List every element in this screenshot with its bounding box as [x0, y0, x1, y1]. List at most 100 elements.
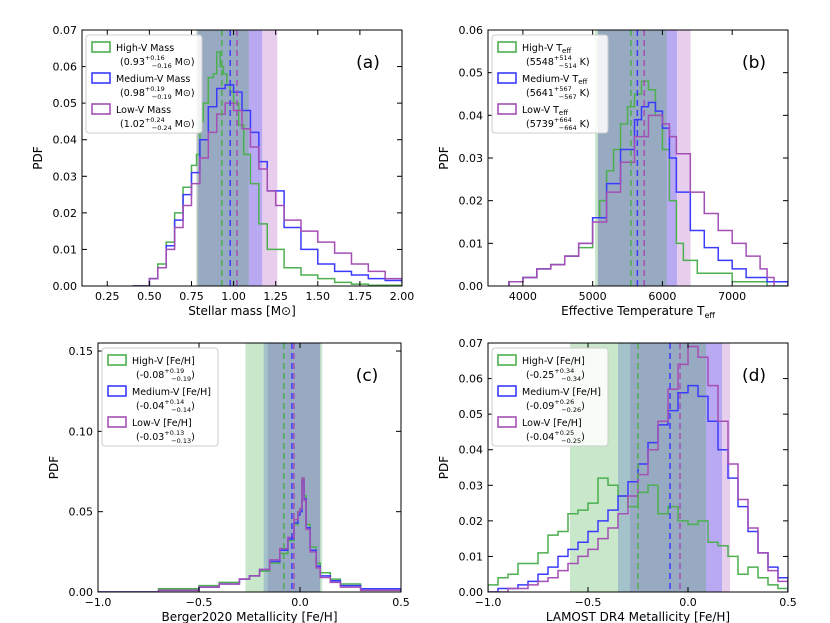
x-tick-label: 7000: [718, 290, 746, 303]
legend-swatch-high: [91, 41, 111, 53]
y-tick-label: 0.15: [69, 345, 94, 358]
legend-label-low: Low-V [Fe/H]: [522, 418, 582, 429]
legend: High-V [Fe/H](-0.08+0.19 −0.19)Medium-V […: [101, 347, 219, 447]
x-tick-label: 0.75: [179, 290, 204, 303]
x-tick-label: 1.75: [348, 290, 373, 303]
x-tick-label: 0.50: [137, 290, 162, 303]
legend-label-high: High-V Mass: [116, 43, 174, 54]
legend-swatch-medium: [497, 385, 517, 397]
x-tick-label: 5000: [579, 290, 607, 303]
panel-1: 4000 5000 6000 7000 0.00 0.01 0.02 0.03 0.04 0.05…: [437, 24, 789, 320]
x-tick-label: 1.50: [306, 290, 331, 303]
legend-label-high: High-V [Fe/H]: [522, 356, 585, 367]
y-axis-label: PDF: [47, 456, 61, 479]
x-tick-label: −1.0: [475, 596, 502, 609]
y-axis-label: PDF: [437, 146, 451, 169]
x-tick-label: −0.5: [186, 596, 213, 609]
legend-box: [101, 347, 219, 447]
y-tick-label: 0.05: [459, 408, 484, 421]
legend-label-medium: Medium-V [Fe/H]: [132, 387, 211, 398]
legend-value-medium: (0.98+0.19 −0.19 M⊙): [120, 85, 195, 101]
x-tick-label: 6000: [648, 290, 676, 303]
y-tick-label: 0.10: [69, 425, 94, 438]
x-tick-label: 0.5: [392, 596, 410, 609]
y-tick-label: 0.03: [53, 170, 78, 183]
y-axis-label: PDF: [437, 456, 451, 479]
y-tick-label: 0.02: [53, 207, 78, 220]
x-tick-label: 0.5: [779, 596, 797, 609]
panel-label: (a): [356, 53, 380, 73]
plot-area: [132, 30, 402, 286]
y-tick-label: 0.03: [459, 152, 484, 165]
legend-swatch-medium: [91, 72, 111, 84]
x-axis-label: LAMOST DR4 Metallicity [Fe/H]: [546, 610, 730, 623]
legend-swatch-high: [497, 354, 517, 366]
panel-label: (d): [742, 366, 766, 386]
y-tick-label: 0.05: [69, 506, 94, 519]
legend-swatch-low: [497, 416, 517, 428]
legend-swatch-medium: [497, 72, 517, 84]
x-tick-label: 0.25: [95, 290, 120, 303]
legend: High-V [Fe/H](-0.25+0.34 −0.34)Medium-V […: [491, 347, 609, 447]
panel-2: −1.0 −0.5 0.0 0.5 0.00 0.05 0.10 0.15 Berger2020…: [47, 342, 410, 623]
histogram-medium: [488, 384, 788, 592]
legend-swatch-low: [107, 416, 127, 428]
panel-label: (c): [356, 366, 379, 386]
y-tick-label: 0.06: [459, 24, 484, 37]
y-tick-label: 0.00: [53, 280, 78, 293]
y-tick-label: 0.04: [459, 109, 484, 122]
legend-label-medium: Medium-V [Fe/H]: [522, 387, 601, 398]
legend: High-V Teff(5548+514 −514 K) Medium-V Teff…: [491, 34, 609, 134]
y-tick-label: 0.03: [459, 479, 484, 492]
histogram-low: [98, 477, 401, 592]
legend-box: [491, 34, 609, 134]
x-axis-label: Effective Temperature Teff: [561, 304, 715, 320]
legend-swatch-low: [497, 103, 517, 115]
y-tick-label: 0.05: [459, 67, 484, 80]
legend-label-medium: Medium-V Mass: [116, 74, 190, 85]
y-tick-label: 0.04: [459, 444, 484, 457]
y-tick-label: 0.01: [459, 237, 484, 250]
y-tick-label: 0.02: [459, 515, 484, 528]
histogram-low: [488, 345, 788, 592]
x-axis-label: Stellar mass [M⊙]: [188, 304, 296, 318]
legend-label-low: Low-V Teff: [522, 105, 568, 117]
plot-area: [488, 343, 788, 592]
legend-swatch-high: [107, 354, 127, 366]
plot-area: [98, 343, 401, 592]
legend-label-high: High-V Teff: [522, 43, 571, 55]
x-tick-label: 1.00: [221, 290, 246, 303]
y-tick-label: 0.01: [459, 550, 484, 563]
legend-value-low: (5739+664 −664 K): [526, 116, 590, 132]
y-tick-label: 0.00: [69, 586, 94, 599]
y-tick-label: 0.04: [53, 134, 78, 147]
legend-label-high: High-V [Fe/H]: [132, 356, 195, 367]
axes-frame: [81, 29, 403, 287]
legend-value-medium: (5641+567 −567 K): [526, 85, 590, 101]
x-tick-label: −1.0: [85, 596, 112, 609]
panel-label: (b): [742, 53, 766, 73]
legend-value-high: (0.93+0.16 −0.16 M⊙): [120, 54, 195, 70]
x-tick-label: 4000: [509, 290, 537, 303]
histogram-low: [508, 114, 775, 286]
y-tick-label: 0.07: [459, 337, 484, 350]
axes-frame: [97, 342, 402, 593]
axes-frame: [487, 342, 789, 593]
panel-3: −1.0 −0.5 0.0 0.5 0.00 0.01 0.02 0.03 0.04 0.05 0.…: [437, 337, 797, 623]
y-tick-label: 0.06: [459, 373, 484, 386]
y-axis-label: PDF: [31, 146, 45, 169]
legend-value-high: (5548+514 −514 K): [526, 54, 590, 70]
histogram-high: [132, 51, 402, 286]
legend-box: [85, 34, 203, 134]
x-tick-label: 1.25: [263, 290, 288, 303]
legend-box: [491, 347, 609, 447]
legend-label-low: Low-V Mass: [116, 105, 171, 116]
legend-label-medium: Medium-V Teff: [522, 74, 587, 86]
y-tick-label: 0.00: [459, 280, 484, 293]
legend-label-low: Low-V [Fe/H]: [132, 418, 192, 429]
legend-swatch-high: [497, 41, 517, 53]
y-tick-label: 0.07: [53, 24, 78, 37]
x-tick-label: −0.5: [575, 596, 602, 609]
x-tick-label: 0.0: [291, 596, 309, 609]
